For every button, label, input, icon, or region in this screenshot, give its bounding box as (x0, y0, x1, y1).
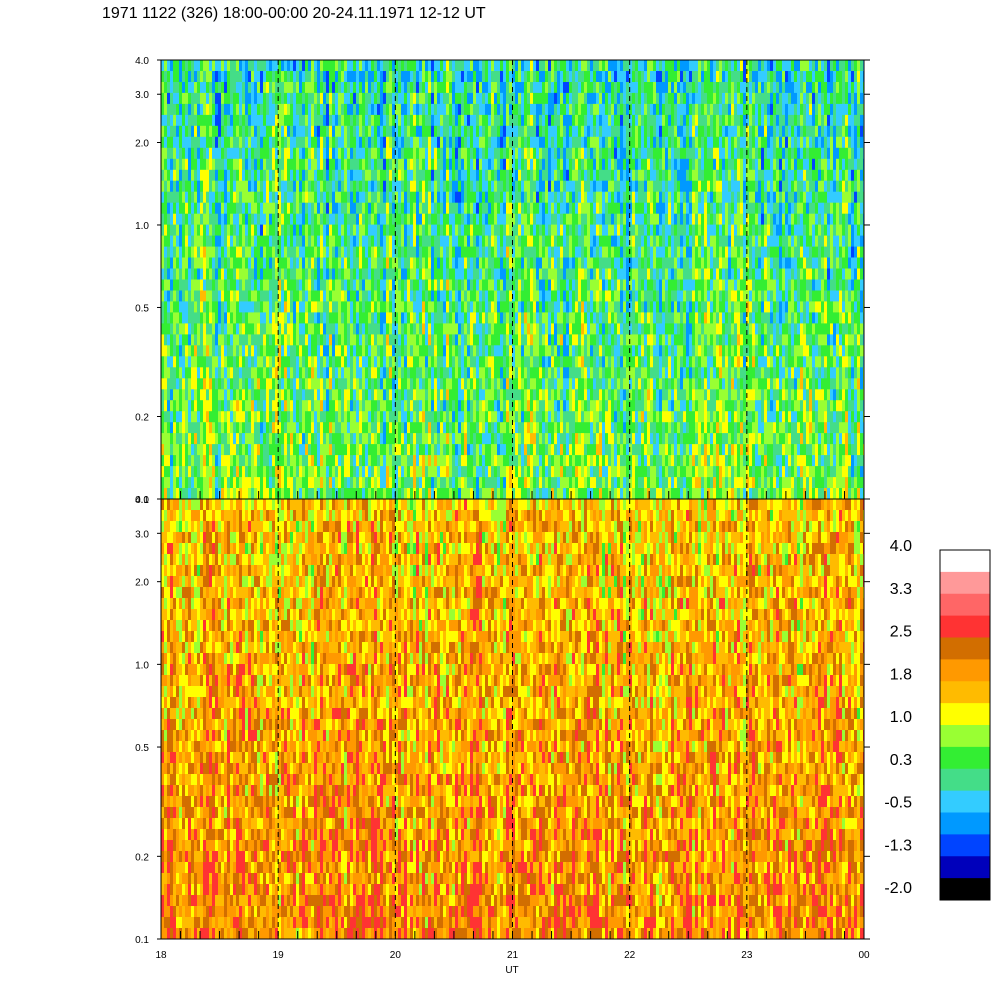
colorbar-swatch (940, 768, 990, 792)
bottom-y-tick-label: 4.0 (135, 495, 149, 506)
colorbar-swatch (940, 571, 990, 595)
x-tick-label: 18 (155, 950, 167, 961)
colorbar-label: 2.5 (890, 624, 912, 641)
top-y-tick-label: 3.0 (135, 90, 149, 101)
colorbar-label: 1.8 (890, 666, 912, 683)
colorbar-label: -0.5 (884, 795, 912, 812)
spectrogram-cells (161, 499, 864, 939)
bottom-y-tick-label: 2.0 (135, 578, 149, 589)
top-y-tick-label: 0.1 (135, 495, 149, 506)
bottom-y-tick-label: 0.2 (135, 852, 149, 863)
bottom-spectrogram-panel (161, 499, 864, 939)
x-tick-label: 21 (507, 950, 519, 961)
colorbar-swatch (940, 659, 990, 682)
top-y-tick-label: 1.0 (135, 221, 149, 232)
colorbar-swatch (940, 746, 990, 770)
bottom-y-tick-label: 0.5 (135, 743, 149, 754)
bottom-y-tick-label: 0.1 (135, 935, 149, 946)
top-y-tick-label: 4.0 (135, 56, 149, 67)
colorbar-swatch (940, 681, 990, 704)
chart-title: 1971 1122 (326) 18:00-00:00 20-24.11.197… (102, 5, 486, 22)
top-y-tick-label: 2.0 (135, 138, 149, 149)
colorbar: 4.0 3.3 2.5 1.8 1.0 0.3 -0.5 -1.3 -2.0 (884, 538, 991, 901)
colorbar-swatch (940, 725, 990, 748)
bottom-y-tick-label: 3.0 (135, 529, 149, 540)
colorbar-swatch (940, 790, 990, 814)
colorbar-label: 1.0 (890, 709, 912, 726)
colorbar-swatch (940, 615, 990, 639)
colorbar-swatch (940, 703, 990, 726)
colorbar-swatch (940, 550, 990, 573)
colorbar-label: -1.3 (884, 837, 912, 854)
colorbar-swatch (940, 834, 990, 857)
colorbar-label: 4.0 (890, 538, 912, 555)
colorbar-swatch (940, 812, 990, 835)
colorbar-label: 0.3 (890, 752, 912, 769)
colorbar-label: 3.3 (890, 581, 912, 598)
spectrogram-cells (161, 60, 864, 499)
top-y-tick-label: 0.5 (135, 303, 149, 314)
colorbar-swatch (940, 593, 990, 617)
x-tick-label: 23 (741, 950, 753, 961)
colorbar-frame (939, 549, 991, 901)
x-tick-label: 22 (624, 950, 636, 961)
colorbar-label: -2.0 (884, 880, 912, 897)
x-tick-label: 19 (273, 950, 285, 961)
x-tick-label: 00 (858, 950, 870, 961)
top-spectrogram-panel (161, 60, 864, 499)
colorbar-swatch (940, 637, 990, 660)
x-tick-label: 20 (390, 950, 402, 961)
x-axis-label: UT (505, 965, 518, 976)
top-y-tick-label: 0.2 (135, 413, 149, 424)
colorbar-swatch (940, 878, 990, 901)
colorbar-swatch (940, 856, 990, 879)
bottom-y-tick-label: 1.0 (135, 660, 149, 671)
